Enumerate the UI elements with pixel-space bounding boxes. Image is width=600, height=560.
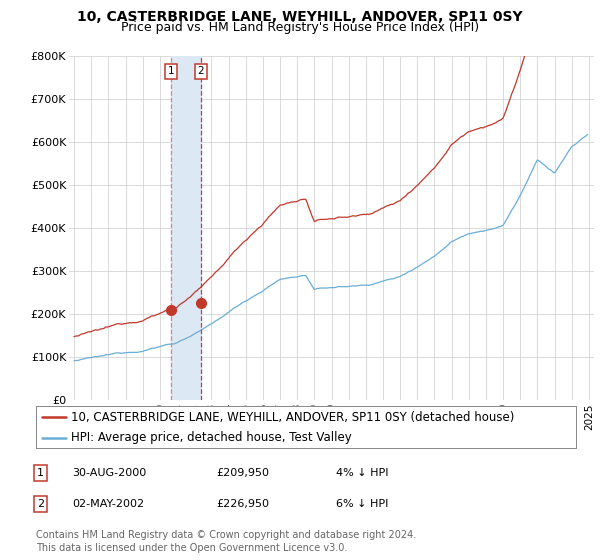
Text: £226,950: £226,950 xyxy=(216,499,269,509)
Text: 1: 1 xyxy=(168,67,175,77)
Text: 30-AUG-2000: 30-AUG-2000 xyxy=(72,468,146,478)
Text: 6% ↓ HPI: 6% ↓ HPI xyxy=(336,499,388,509)
Text: 4% ↓ HPI: 4% ↓ HPI xyxy=(336,468,389,478)
Bar xyxy=(171,56,201,400)
Text: HPI: Average price, detached house, Test Valley: HPI: Average price, detached house, Test… xyxy=(71,431,352,444)
Text: £209,950: £209,950 xyxy=(216,468,269,478)
Text: Price paid vs. HM Land Registry's House Price Index (HPI): Price paid vs. HM Land Registry's House … xyxy=(121,21,479,34)
Text: 2: 2 xyxy=(197,67,204,77)
Text: 02-MAY-2002: 02-MAY-2002 xyxy=(72,499,144,509)
Text: 10, CASTERBRIDGE LANE, WEYHILL, ANDOVER, SP11 0SY (detached house): 10, CASTERBRIDGE LANE, WEYHILL, ANDOVER,… xyxy=(71,411,514,424)
Text: 2: 2 xyxy=(37,499,44,509)
Text: 1: 1 xyxy=(37,468,44,478)
Text: 10, CASTERBRIDGE LANE, WEYHILL, ANDOVER, SP11 0SY: 10, CASTERBRIDGE LANE, WEYHILL, ANDOVER,… xyxy=(77,10,523,24)
Text: Contains HM Land Registry data © Crown copyright and database right 2024.
This d: Contains HM Land Registry data © Crown c… xyxy=(36,530,416,553)
